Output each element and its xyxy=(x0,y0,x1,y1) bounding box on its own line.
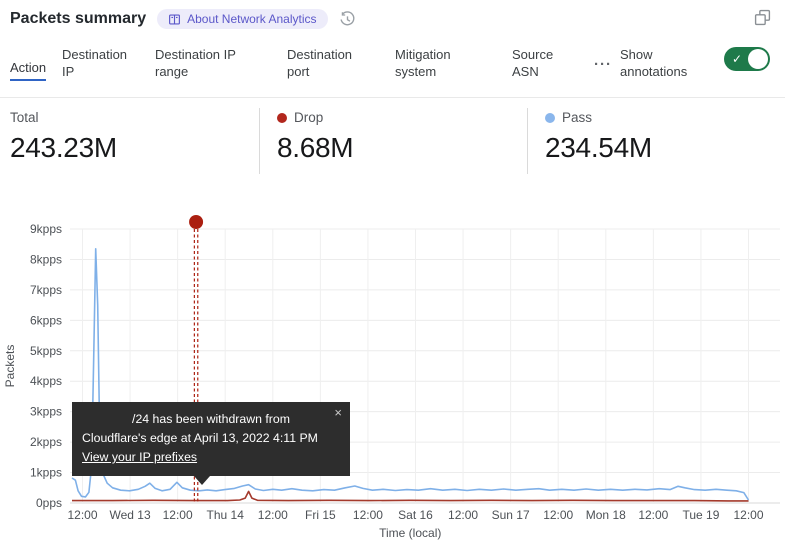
about-badge-label: About Network Analytics xyxy=(187,12,317,26)
history-icon[interactable] xyxy=(339,10,356,28)
close-icon[interactable]: × xyxy=(334,405,342,420)
x-tick-label: Tue 19 xyxy=(682,508,719,522)
x-tick-label: 12:00 xyxy=(448,508,478,522)
x-tick-label: 12:00 xyxy=(543,508,573,522)
stats-divider xyxy=(259,108,260,174)
x-tick-label: Thu 14 xyxy=(207,508,245,522)
tab-label: Destination IP range xyxy=(155,47,236,79)
x-tick-label: 12:00 xyxy=(163,508,193,522)
x-tick-label: Wed 13 xyxy=(110,508,151,522)
x-tick-label: Mon 18 xyxy=(586,508,626,522)
stat-pass-value: 234.54M xyxy=(545,132,652,163)
y-tick-label: 4kpps xyxy=(30,374,62,388)
stat-total-label: Total xyxy=(10,110,39,125)
check-icon: ✓ xyxy=(732,52,743,66)
y-axis-title: Packets xyxy=(3,345,17,388)
about-network-analytics-badge[interactable]: About Network Analytics xyxy=(157,9,328,29)
stat-drop-value: 8.68M xyxy=(277,132,354,163)
header: Packets summary About Network Analytics xyxy=(10,9,356,29)
x-tick-label: 12:00 xyxy=(353,508,383,522)
annotation-marker-dot[interactable] xyxy=(189,215,204,229)
tab-label: Mitigation system xyxy=(395,47,451,79)
page-title: Packets summary xyxy=(10,10,147,27)
tooltip-caret xyxy=(194,476,210,485)
x-tick-label: Sat 16 xyxy=(398,508,433,522)
tooltip-text-line2: Cloudflare's edge at April 13, 2022 4:11… xyxy=(82,431,318,445)
y-tick-label: 8kpps xyxy=(30,252,62,266)
tab-mitigation-system[interactable]: Mitigation system xyxy=(395,46,465,80)
stat-drop-label: Drop xyxy=(294,110,324,125)
tooltip-text-line1: /24 has been withdrawn from xyxy=(132,412,290,426)
book-icon xyxy=(168,13,181,26)
more-tabs-ellipsis-icon[interactable]: ··· xyxy=(594,56,612,73)
show-annotations-toggle[interactable]: ✓ xyxy=(724,47,770,71)
y-tick-label: 7kpps xyxy=(30,283,62,297)
stat-drop: Drop 8.68M xyxy=(277,110,354,164)
x-tick-label: 12:00 xyxy=(258,508,288,522)
tab-action[interactable]: Action xyxy=(10,59,47,81)
y-tick-label: 6kpps xyxy=(30,313,62,327)
stats-divider xyxy=(527,108,528,174)
x-tick-label: Fri 15 xyxy=(305,508,336,522)
stat-total: Total 243.23M xyxy=(10,110,117,164)
x-tick-label: 12:00 xyxy=(638,508,668,522)
expand-icon[interactable] xyxy=(754,9,771,31)
tabs-divider xyxy=(0,97,785,98)
x-tick-label: Sun 17 xyxy=(492,508,530,522)
tab-label: Action xyxy=(10,60,47,75)
annotation-tooltip: × /24 has been withdrawn from Cloudflare… xyxy=(72,402,350,485)
view-ip-prefixes-link[interactable]: View your IP prefixes xyxy=(82,450,198,464)
x-tick-label: 12:00 xyxy=(733,508,763,522)
tab-destination-ip[interactable]: Destination IP xyxy=(62,46,140,80)
x-axis-title: Time (local) xyxy=(379,526,441,540)
y-tick-label: 5kpps xyxy=(30,344,62,358)
stat-pass: Pass 234.54M xyxy=(545,110,652,164)
y-tick-label: 2kpps xyxy=(30,435,62,449)
pass-legend-dot xyxy=(545,112,555,123)
show-annotations-label: Show annotations xyxy=(620,47,688,79)
packets-time-series-chart: 0pps 1kpps 2kpps 3kpps 4kpps 5kpps 6kpps 7kpps 8… xyxy=(3,215,780,540)
drop-legend-dot xyxy=(277,112,287,123)
y-tick-label: 9kpps xyxy=(30,222,62,236)
y-tick-label: 3kpps xyxy=(30,405,62,419)
tab-label: Destination port xyxy=(287,47,353,79)
stat-total-value: 243.23M xyxy=(10,132,117,163)
y-tick-label: 0pps xyxy=(36,496,62,510)
series-pass-line xyxy=(71,247,750,501)
tab-destination-ip-range[interactable]: Destination IP range xyxy=(155,46,249,80)
tab-destination-port[interactable]: Destination port xyxy=(287,46,367,80)
stat-pass-label: Pass xyxy=(562,110,593,125)
tab-source-asn[interactable]: Source ASN xyxy=(512,46,564,80)
x-tick-label: 12:00 xyxy=(67,508,97,522)
series-drop-line xyxy=(72,490,749,502)
toggle-knob xyxy=(748,49,768,69)
tab-label: Destination IP xyxy=(62,47,128,79)
y-tick-label: 1kpps xyxy=(30,466,62,480)
tab-label: Source ASN xyxy=(512,47,554,79)
